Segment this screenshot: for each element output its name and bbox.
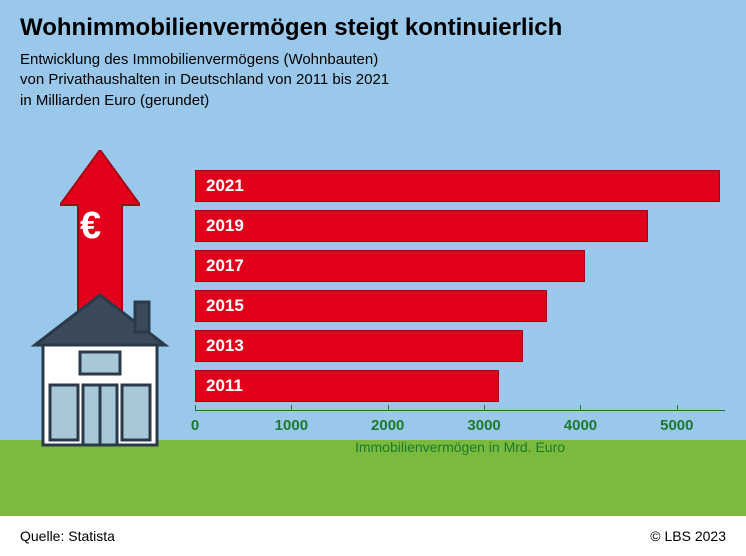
bar-row: 2013 xyxy=(195,330,725,362)
bar-row: 2015 xyxy=(195,290,725,322)
axis-tick-label: 4000 xyxy=(564,417,597,434)
subtitle-line: Entwicklung des Immobilienvermögens (Woh… xyxy=(20,50,726,70)
subtitle-line: in Milliarden Euro (gerundet) xyxy=(20,91,726,111)
bar-row: 2011 xyxy=(195,370,725,402)
axis-label: Immobilienvermögen in Mrd. Euro xyxy=(355,439,565,455)
euro-symbol: € xyxy=(80,205,101,248)
bar-row: 2017 xyxy=(195,250,725,282)
copyright-text: © LBS 2023 xyxy=(650,528,726,544)
axis-tick-label: 3000 xyxy=(467,417,500,434)
axis-tick xyxy=(677,405,678,411)
bar-row: 2019 xyxy=(195,210,725,242)
bar: 2013 xyxy=(195,330,523,362)
house-icon xyxy=(25,290,175,450)
source-text: Quelle: Statista xyxy=(20,528,115,544)
axis-tick xyxy=(195,405,196,411)
bar: 2019 xyxy=(195,210,648,242)
footer: Quelle: Statista © LBS 2023 xyxy=(0,516,746,556)
x-axis: 010002000300040005000 Immobilienvermögen… xyxy=(195,410,725,450)
axis-tick xyxy=(291,405,292,411)
axis-tick-label: 0 xyxy=(191,417,199,434)
bar: 2017 xyxy=(195,250,585,282)
chart-subtitle: Entwicklung des Immobilienvermögens (Woh… xyxy=(20,50,726,111)
bar: 2011 xyxy=(195,370,499,402)
subtitle-line: von Privathaushalten in Deutschland von … xyxy=(20,70,726,90)
axis-tick-label: 2000 xyxy=(371,417,404,434)
header: Wohnimmobilienvermögen steigt kontinuier… xyxy=(20,14,726,111)
axis-tick-label: 1000 xyxy=(275,417,308,434)
axis-tick xyxy=(388,405,389,411)
chart-title: Wohnimmobilienvermögen steigt kontinuier… xyxy=(20,14,726,42)
axis-tick-label: 5000 xyxy=(660,417,693,434)
bar: 2021 xyxy=(195,170,720,202)
bar-chart: 202120192017201520132011 010002000300040… xyxy=(195,170,725,450)
house-illustration: € xyxy=(25,150,175,450)
axis-tick xyxy=(484,405,485,411)
bars-container: 2021 2019 2017 2015 2013 2011 xyxy=(195,170,725,402)
bar: 2015 xyxy=(195,290,547,322)
axis-tick xyxy=(580,405,581,411)
bar-row: 2021 xyxy=(195,170,725,202)
